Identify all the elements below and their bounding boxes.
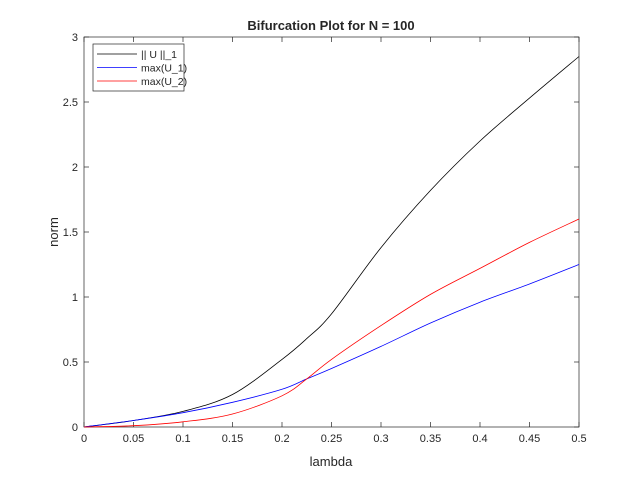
x-axis-label: lambda: [310, 454, 353, 469]
y-tick-label: 3: [72, 32, 78, 44]
x-tick-label: 0.25: [321, 433, 342, 445]
y-tick-label: 1: [72, 292, 78, 304]
x-tick-label: 0.15: [222, 433, 243, 445]
y-tick-label: 2: [72, 162, 78, 174]
legend-label-2: max(U_2): [141, 76, 187, 88]
x-tick-label: 0.2: [274, 433, 289, 445]
legend-label-0: || U ||_1: [141, 49, 177, 61]
series-line-2: [83, 218, 580, 428]
y-axis-label: norm: [46, 217, 61, 247]
series-line-1: [83, 264, 580, 428]
y-tick-label: 2.5: [63, 97, 78, 109]
x-tick-label: 0.45: [519, 433, 540, 445]
series-line-0: [83, 56, 580, 428]
x-tick-label: 0.1: [175, 433, 190, 445]
x-tick-label: 0.4: [472, 433, 487, 445]
x-tick-label: 0.35: [420, 433, 441, 445]
y-tick-label: 1.5: [63, 227, 78, 239]
x-tick-label: 0.3: [373, 433, 388, 445]
chart-title: Bifurcation Plot for N = 100: [247, 18, 414, 33]
y-tick-label: 0: [72, 422, 78, 434]
legend-label-1: max(U_1): [141, 63, 187, 75]
legend: || U ||_1 max(U_1)max(U_2): [92, 43, 187, 92]
x-tick-label: 0.05: [123, 433, 144, 445]
y-tick-label: 0.5: [63, 357, 78, 369]
x-tick-label: 0.5: [571, 433, 586, 445]
x-tick-label: 0: [81, 433, 87, 445]
